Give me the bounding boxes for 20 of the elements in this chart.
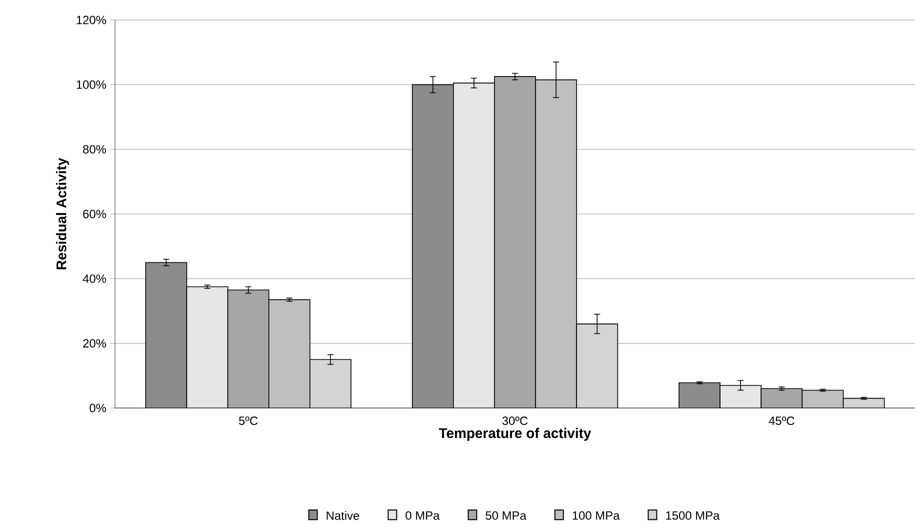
x-tick-label: 30ºC bbox=[502, 416, 528, 425]
y-tick-label: 40% bbox=[82, 274, 106, 283]
legend-label: 100 MPa bbox=[572, 511, 620, 520]
y-tick-label: 20% bbox=[83, 339, 106, 348]
x-tick-label: 5ºC bbox=[238, 416, 258, 425]
x-tick-label: 45ºC bbox=[768, 416, 794, 425]
bar bbox=[720, 384, 762, 408]
legend-label: 0 MPa bbox=[406, 511, 440, 520]
y-tick-label: 120% bbox=[76, 16, 106, 24]
y-tick-label: 100% bbox=[76, 80, 106, 89]
bar bbox=[453, 82, 495, 408]
bar bbox=[186, 286, 228, 408]
y-tick-label: 60% bbox=[83, 210, 106, 218]
legend-label: 1500 MPa bbox=[666, 511, 720, 520]
y-tick-label: 80% bbox=[83, 145, 106, 154]
y-tick-label: 0% bbox=[90, 404, 106, 412]
x-axis-title: Temperature of activity bbox=[438, 428, 592, 441]
y-axis-title: Residual Activity bbox=[56, 158, 70, 270]
legend-label: Native bbox=[326, 511, 360, 520]
legend-label: 50 MPa bbox=[486, 511, 526, 520]
